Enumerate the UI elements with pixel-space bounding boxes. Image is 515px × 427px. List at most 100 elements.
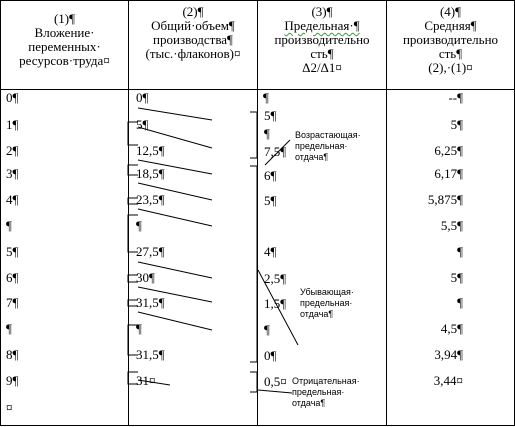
bracket: [127, 197, 138, 205]
connector-line: [257, 389, 293, 394]
annotation-diminishing-returns: Убывающая· предельная· отдача¶: [300, 287, 354, 319]
header-line: ресурсов·труда¤: [19, 53, 110, 68]
col2-cell: 0¶: [136, 90, 149, 105]
col3-cell: 2,5¶: [264, 271, 287, 286]
col1-cell: 0¶: [6, 90, 19, 105]
header-line: сть¶: [438, 46, 463, 61]
col2-cell: 31,5¶: [136, 347, 165, 362]
header-number: (1)¶: [53, 11, 76, 26]
col2-cell: 30¶: [136, 270, 155, 285]
header-line: производства¶: [153, 32, 233, 47]
col2-cell: 31¤: [136, 373, 156, 388]
connector-line: [137, 208, 213, 227]
bracket: [127, 324, 138, 356]
header-line: Вложение·: [34, 25, 95, 40]
connector-line: [264, 139, 291, 166]
bracket: [250, 371, 258, 393]
col3-cell: 0,5¤: [264, 374, 287, 389]
col3-cell: 1,5¶: [264, 296, 287, 311]
col1-cell: ¶: [6, 218, 12, 233]
col1-cell: 1¶: [6, 117, 19, 132]
col2-cell: ¶: [136, 218, 142, 233]
bracket: [250, 165, 258, 363]
bracket: [127, 299, 138, 307]
header-line: переменных·: [28, 39, 101, 54]
connector-line: [137, 311, 213, 331]
col1-cell: 9¶: [6, 373, 19, 388]
header-line: (2),·(1)¤: [428, 60, 473, 75]
header-line: Δ2/Δ1¤: [302, 60, 342, 75]
col3-cell: 6¶: [264, 168, 277, 183]
col4-cell: ¶: [457, 244, 463, 259]
connector-line: [137, 286, 213, 303]
col1-cell: 6¶: [6, 270, 19, 285]
col2-cell: 27,5¶: [136, 244, 165, 259]
annotation-negative-returns: Отрицательная· предельная· отдача¶: [292, 376, 360, 408]
col2-cell: 12,5¶: [136, 143, 165, 158]
bracket: [127, 371, 138, 385]
header-number: (4)¶: [439, 4, 462, 19]
col1-cell: 4¶: [6, 192, 19, 207]
header-line: производительно: [402, 32, 499, 47]
bracket: [127, 274, 138, 283]
col2-cell: 18,5¶: [136, 166, 165, 181]
bracket: [127, 164, 138, 176]
col3-cell: 7,5¶: [264, 144, 287, 159]
bracket: [127, 121, 138, 146]
col1-cell: 8¶: [6, 347, 19, 362]
header-line: (тыс.·флаконов)¤: [145, 46, 241, 61]
col4-cell: --¶: [448, 90, 463, 105]
col4-cell: 4,5¶: [440, 321, 463, 336]
col2-cell: 23,5¶: [136, 192, 165, 207]
col4-cell: 5,875¶: [427, 192, 463, 207]
col4-cell: 5¶: [450, 117, 463, 132]
col1-cell: ¶: [6, 321, 12, 336]
annotation-increasing-returns: Возрастающая· предельная· отдача¶: [295, 130, 361, 162]
connector-line: [137, 126, 213, 149]
header-column-4: (4)¶ Средняя¶ производительно сть¶ (2),·…: [387, 5, 514, 75]
header-line: производительно: [274, 32, 370, 47]
bracket: [127, 214, 138, 253]
col4-cell: 3,94¶: [434, 347, 463, 362]
table-left-border: [0, 0, 1, 426]
col4-cell: 5,5¶: [440, 218, 463, 233]
connector-line: [137, 379, 171, 386]
header-line: Предельная·¶: [284, 18, 360, 33]
bracket: [250, 111, 258, 159]
col2-cell: 31,5¶: [136, 295, 165, 310]
col3-cell: 5¶: [264, 193, 277, 208]
col3-cell: 4¶: [264, 244, 277, 259]
col3-cell: ¶: [263, 90, 269, 105]
col2-cell: 5¶: [136, 117, 149, 132]
col1-cell: 5¶: [6, 244, 19, 259]
connector-line: [137, 159, 213, 175]
connector-line: [137, 182, 213, 201]
header-line: сть¶: [310, 46, 334, 61]
header-line: Средняя¶: [424, 18, 477, 33]
col3-cell: 0¶: [264, 348, 277, 363]
header-column-2: (2)¶ Общий·объем¶ производства¶ (тыс.·фл…: [129, 5, 257, 61]
col2-cell: ¶: [136, 321, 142, 336]
header-line: Общий·объем¶: [151, 18, 235, 33]
col3-cell: ¶: [264, 126, 270, 141]
header-column-1: (1)¶ Вложение· переменных· ресурсов·труд…: [1, 12, 128, 68]
column-divider-3: [386, 0, 387, 426]
col4-cell: ¶: [457, 295, 463, 310]
header-column-3: (3)¶ Предельная·¶ производительно сть¶ Δ…: [258, 5, 386, 75]
col4-cell: 5¶: [450, 270, 463, 285]
col3-cell: 5¶: [264, 108, 277, 123]
col1-cell: ¤: [6, 400, 13, 415]
col1-cell: 3¶: [6, 166, 19, 181]
column-divider-1: [128, 0, 129, 426]
col1-cell: 2¶: [6, 143, 19, 158]
col3-cell: ¶: [264, 322, 270, 337]
header-number: (3)¶: [311, 4, 333, 19]
connector-line: [257, 269, 299, 346]
connector-line: [137, 107, 213, 121]
col4-cell: 6,17¶: [434, 166, 463, 181]
col4-cell: 6,25¶: [434, 143, 463, 158]
col4-cell: 3,44¤: [433, 373, 463, 388]
col1-cell: 7¶: [6, 295, 19, 310]
